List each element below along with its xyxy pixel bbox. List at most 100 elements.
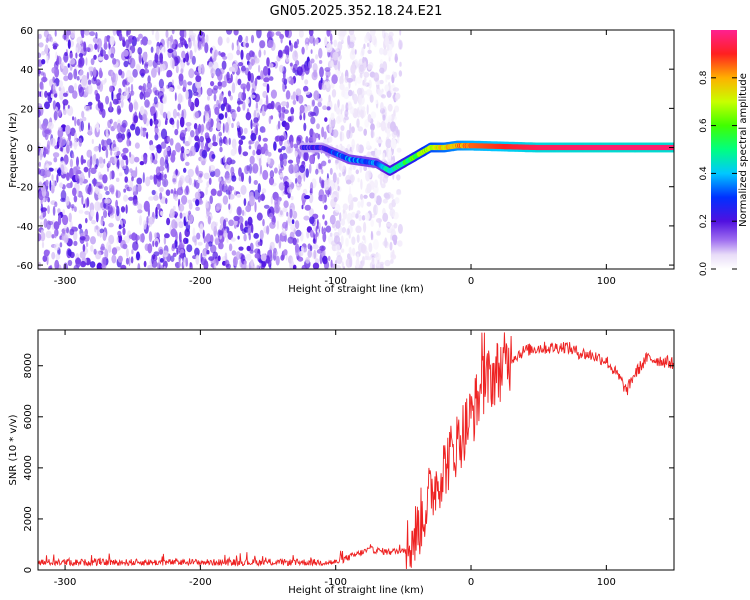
noise-speckle: [38, 233, 42, 242]
noise-speckle: [51, 174, 54, 182]
noise-speckle: [205, 186, 208, 196]
noise-speckle: [281, 146, 286, 151]
noise-speckle: [204, 132, 210, 139]
noise-speckle: [181, 109, 184, 119]
noise-speckle: [149, 140, 154, 146]
noise-speckle: [381, 94, 386, 99]
noise-speckle: [304, 65, 310, 75]
noise-speckle: [284, 30, 289, 38]
x-tick-label: -100: [324, 276, 347, 287]
noise-speckle: [45, 179, 49, 187]
noise-speckle: [209, 170, 216, 178]
noise-speckle: [39, 221, 43, 229]
noise-speckle: [320, 77, 323, 84]
noise-speckle: [243, 210, 247, 217]
noise-speckle: [52, 76, 56, 83]
noise-speckle: [380, 182, 386, 189]
noise-speckle: [376, 230, 381, 236]
noise-speckle: [325, 75, 329, 82]
noise-speckle: [285, 54, 290, 63]
noise-speckle: [248, 62, 253, 70]
noise-speckle: [253, 117, 259, 124]
noise-speckle: [322, 105, 327, 110]
noise-speckle: [237, 235, 240, 240]
noise-speckle: [258, 64, 261, 73]
noise-speckle: [78, 86, 85, 98]
noise-speckle: [258, 134, 262, 142]
noise-speckle: [346, 228, 349, 236]
noise-speckle: [330, 60, 334, 68]
noise-speckle: [118, 172, 123, 177]
noise-speckle: [238, 34, 243, 43]
noise-speckle: [184, 127, 188, 132]
noise-speckle: [126, 128, 131, 140]
noise-speckle: [397, 135, 400, 144]
noise-speckle: [38, 142, 41, 147]
noise-speckle: [351, 236, 356, 245]
noise-speckle: [397, 223, 403, 234]
noise-speckle: [266, 83, 270, 94]
noise-speckle: [397, 240, 403, 247]
noise-speckle: [135, 126, 141, 136]
x-tick-label: -200: [189, 276, 212, 287]
noise-speckle: [303, 85, 309, 92]
noise-speckle: [104, 198, 111, 204]
noise-speckle: [275, 255, 280, 266]
noise-speckle: [386, 222, 392, 227]
noise-speckle: [122, 40, 126, 47]
noise-speckle: [80, 260, 87, 268]
noise-speckle: [86, 149, 93, 158]
noise-speckle: [41, 59, 46, 65]
noise-speckle: [133, 101, 139, 111]
noise-speckle: [185, 89, 189, 100]
noise-speckle: [76, 186, 79, 198]
noise-speckle: [179, 116, 185, 128]
noise-speckle: [352, 197, 358, 202]
noise-speckle: [340, 248, 345, 253]
noise-speckle: [127, 86, 131, 93]
noise-speckle: [81, 195, 84, 205]
noise-speckle: [146, 81, 152, 90]
noise-speckle: [347, 103, 353, 110]
noise-speckle: [241, 172, 244, 183]
noise-speckle: [155, 213, 158, 219]
noise-speckle: [386, 227, 393, 234]
noise-speckle: [282, 70, 286, 81]
noise-speckle: [169, 208, 175, 219]
noise-speckle: [236, 100, 244, 105]
noise-speckle: [348, 247, 351, 254]
noise-speckle: [179, 243, 185, 248]
noise-speckle: [277, 120, 281, 130]
noise-speckle: [387, 49, 393, 58]
noise-speckle: [44, 90, 48, 98]
noise-speckle: [356, 253, 360, 261]
noise-speckle: [95, 93, 100, 102]
noise-speckle: [123, 194, 129, 202]
noise-speckle: [181, 195, 188, 205]
noise-speckle: [324, 220, 328, 226]
noise-speckle: [385, 74, 388, 83]
noise-speckle: [143, 154, 148, 165]
noise-speckle: [115, 189, 118, 199]
noise-speckle: [343, 91, 350, 100]
noise-speckle: [267, 151, 272, 157]
noise-speckle: [95, 158, 99, 168]
noise-speckle: [170, 189, 174, 194]
colorbar-gradient: [711, 30, 737, 269]
noise-speckle: [361, 46, 365, 56]
noise-speckle: [210, 244, 217, 254]
noise-speckle: [333, 196, 338, 203]
noise-speckle: [185, 238, 189, 244]
noise-speckle: [180, 129, 187, 137]
noise-speckle: [86, 159, 93, 168]
noise-speckle: [49, 264, 53, 269]
noise-speckle: [250, 119, 253, 130]
noise-speckle: [73, 206, 77, 213]
noise-speckle: [245, 253, 252, 261]
noise-speckle: [41, 89, 44, 99]
noise-speckle: [135, 166, 138, 177]
noise-speckle: [153, 96, 158, 105]
noise-speckle: [96, 121, 99, 133]
noise-speckle: [340, 125, 345, 132]
noise-speckle: [134, 156, 140, 163]
